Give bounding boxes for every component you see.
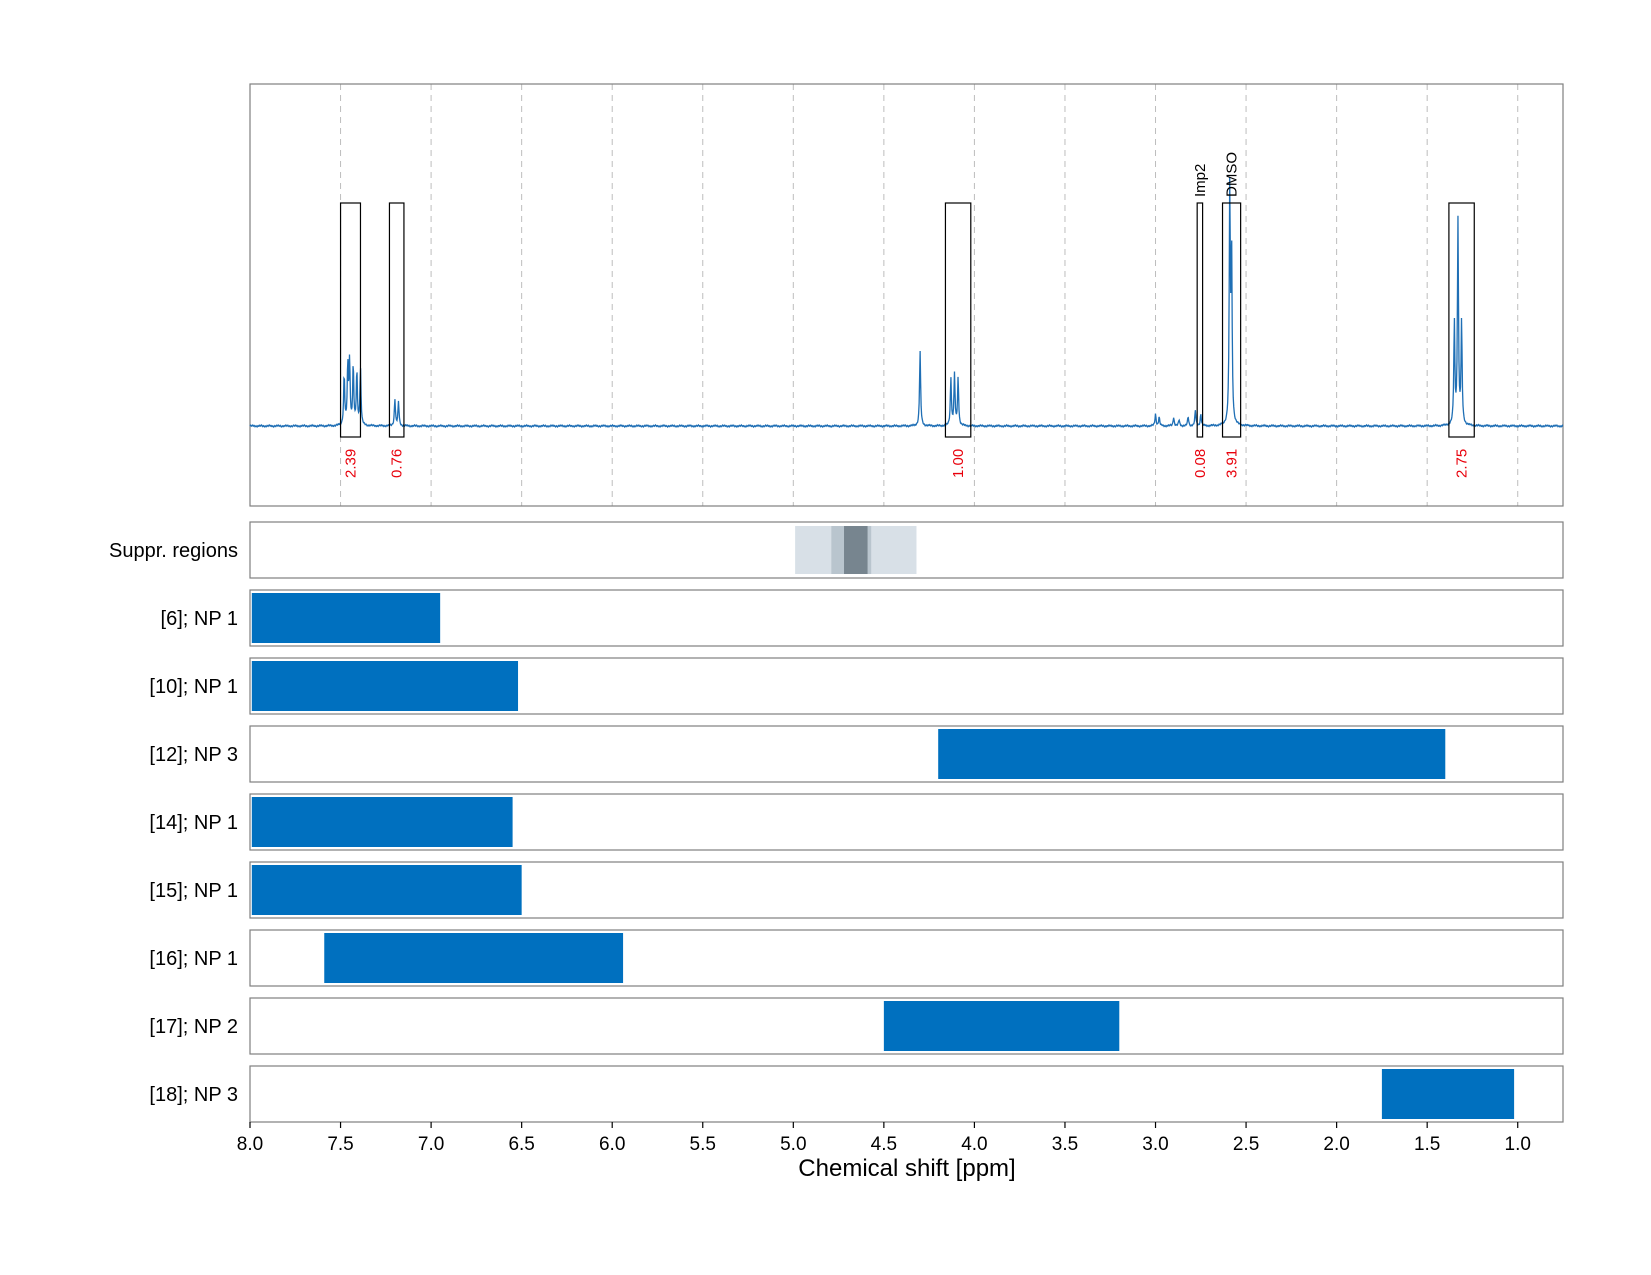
- x-tick-label: 6.5: [508, 1134, 534, 1155]
- range-bar: [1381, 1069, 1515, 1119]
- range-bar: [251, 593, 441, 643]
- integral-value-label: 0.76: [389, 449, 406, 478]
- x-tick-label: 3.0: [1142, 1134, 1168, 1155]
- row-label: [15]; NP 1: [149, 880, 238, 902]
- range-row: [10]; NP 1: [149, 657, 1564, 715]
- row-frame: [249, 589, 1564, 647]
- range-row: [14]; NP 1: [149, 793, 1564, 851]
- range-bar: [883, 1001, 1120, 1051]
- x-tick-label: 4.5: [871, 1134, 897, 1155]
- integral-value-label: 3.91: [1224, 449, 1241, 478]
- range-row: [15]; NP 1: [149, 861, 1564, 919]
- integration-box: [1221, 202, 1242, 438]
- range-bar: [251, 865, 522, 915]
- integration-box: [944, 202, 972, 438]
- x-tick-label: 5.5: [690, 1134, 716, 1155]
- row-label: [10]; NP 1: [149, 676, 238, 698]
- x-tick-label: 2.5: [1233, 1134, 1259, 1155]
- range-bar: [251, 661, 519, 711]
- integration-box: [1448, 202, 1475, 438]
- suppression-band: [844, 526, 868, 574]
- row-label: [18]; NP 3: [149, 1084, 238, 1106]
- x-tick-label: 7.0: [418, 1134, 444, 1155]
- spectrum-frame: [249, 83, 1564, 507]
- x-axis-title: Chemical shift [ppm]: [798, 1155, 1015, 1182]
- range-row: [17]; NP 2: [149, 997, 1564, 1055]
- row-frame: [249, 1065, 1564, 1123]
- x-tick-label: 8.0: [237, 1134, 263, 1155]
- x-tick-label: 6.0: [599, 1134, 625, 1155]
- x-tick-label: 1.5: [1414, 1134, 1440, 1155]
- range-bar: [251, 797, 513, 847]
- x-tick-label: 3.5: [1052, 1134, 1078, 1155]
- x-tick-label: 4.0: [961, 1134, 987, 1155]
- x-tick-label: 7.5: [327, 1134, 353, 1155]
- range-bar: [324, 933, 624, 983]
- range-row: Suppr. regions: [109, 521, 1564, 579]
- integral-value-label: 2.75: [1454, 449, 1471, 478]
- integration-box: [388, 202, 405, 438]
- integral-value-label: 0.08: [1192, 449, 1209, 478]
- row-label: Suppr. regions: [109, 540, 238, 562]
- peak-tag-label: DMSO: [1224, 152, 1241, 197]
- row-label: [16]; NP 1: [149, 948, 238, 970]
- spectrum-panel: 2.39 0.76 1.00 0.08 Imp2 3.91 DMSO 2.75: [249, 83, 1564, 507]
- peak-tag-label: Imp2: [1192, 164, 1209, 197]
- integration-box: [339, 202, 362, 438]
- range-rows: Suppr. regions [6]; NP 1 [10]; NP 1 [12]; N…: [109, 521, 1564, 1123]
- integral-value-label: 2.39: [343, 449, 360, 478]
- range-row: [12]; NP 3: [149, 725, 1564, 783]
- integral-value-label: 1.00: [950, 449, 967, 478]
- range-row: [18]; NP 3: [149, 1065, 1564, 1123]
- range-row: [16]; NP 1: [149, 929, 1564, 987]
- range-bar: [938, 729, 1446, 779]
- x-tick-label: 5.0: [780, 1134, 806, 1155]
- x-axis: 8.0 7.5 7.0 6.5 6.0 5.5 5.0 4.5 4.0 3.5 3.0 2.5 2.0 1…: [237, 1122, 1531, 1155]
- grid-lines: [249, 84, 1519, 506]
- row-label: [6]; NP 1: [161, 608, 238, 630]
- integration-box: [1196, 202, 1204, 438]
- row-label: [17]; NP 2: [149, 1016, 238, 1038]
- row-label: [12]; NP 3: [149, 744, 238, 766]
- range-row: [6]; NP 1: [161, 589, 1564, 647]
- row-label: [14]; NP 1: [149, 812, 238, 834]
- x-tick-label: 1.0: [1505, 1134, 1531, 1155]
- x-tick-label: 2.0: [1323, 1134, 1349, 1155]
- spectrum-line: [249, 177, 1564, 429]
